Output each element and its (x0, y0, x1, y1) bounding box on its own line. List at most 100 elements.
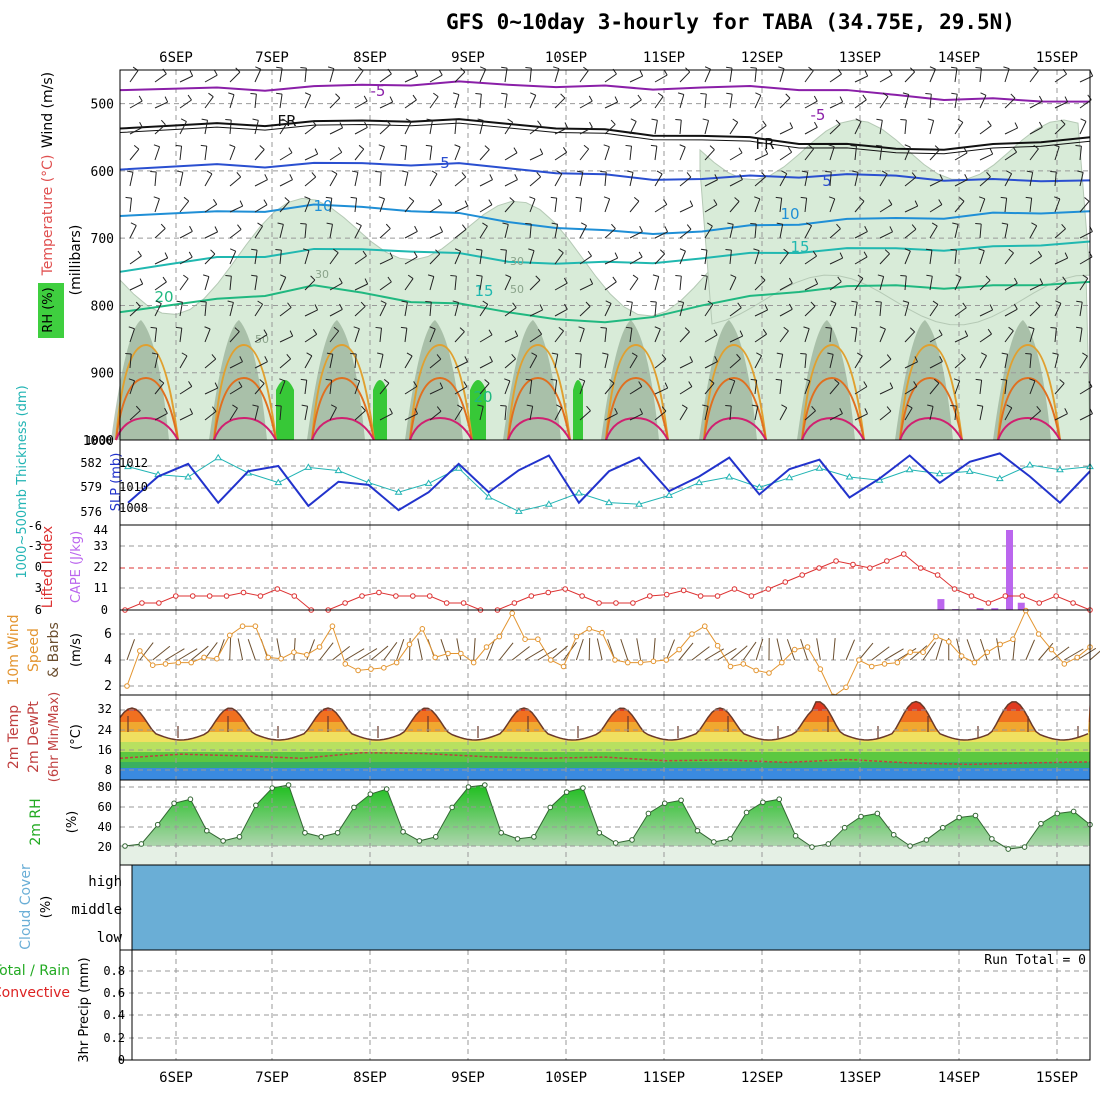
wind-speed-line-point (483, 644, 490, 650)
wind-barb (904, 176, 917, 187)
rh2m-line-point (727, 836, 733, 842)
wind-barb (764, 304, 769, 311)
wind-barb (550, 645, 568, 661)
wind-barb (804, 255, 817, 265)
wind-barb (439, 382, 444, 389)
rh2m-line-point (449, 804, 455, 811)
lifted-index-line-point (596, 600, 602, 606)
wind-barb (154, 382, 165, 395)
wind-barb (639, 408, 643, 415)
wind-barb (504, 406, 507, 421)
wind-barb (779, 198, 783, 213)
wind-barb (417, 638, 423, 661)
wind-barb (1031, 222, 1037, 227)
lifted-index-line-point (359, 593, 365, 599)
rh-shading-bright (276, 380, 294, 440)
wind-barb (339, 303, 343, 310)
temp-tick: 32 (98, 702, 112, 716)
lifted-index-line-point (460, 600, 467, 606)
wind-barb (779, 380, 783, 395)
thickness-line-point (514, 507, 523, 514)
wind-barb (287, 302, 292, 308)
wind-barb (329, 354, 334, 369)
wind-barb (664, 382, 669, 389)
wind-barb (879, 173, 888, 187)
wind-speed-line-point (920, 649, 926, 656)
wind-barb (550, 196, 557, 199)
wind-barb (854, 328, 858, 343)
wind-barb (779, 151, 792, 161)
wind-barb (279, 380, 286, 395)
wind-speed-line-point (1010, 636, 1016, 643)
wind-barb (1054, 281, 1067, 291)
wind-barb (959, 197, 965, 202)
wind-barb (507, 118, 513, 123)
wind-barb (835, 119, 841, 125)
wind-barb (464, 200, 469, 207)
wind-barb (229, 176, 242, 187)
wind-speed-line-point (881, 661, 888, 667)
wind-barb (1001, 352, 1008, 355)
wind-barb (576, 170, 583, 173)
wind-speed-line-point (458, 650, 464, 657)
wind-barb (963, 147, 968, 154)
wind-barb (884, 648, 904, 661)
date-tick-top: 11SEP (643, 50, 685, 66)
thickness-line-point (755, 483, 764, 490)
thickness-line-point (484, 493, 493, 500)
wind-barb (129, 172, 134, 187)
wind-speed-line-point (894, 659, 901, 666)
wind-barb (1079, 355, 1088, 369)
wind-barb (558, 326, 564, 332)
wind-barb (380, 300, 387, 304)
wind-barb (164, 252, 169, 259)
wind-barb (610, 119, 616, 125)
wind-barb (854, 99, 867, 109)
wind-barb (909, 645, 928, 661)
wind-barb (319, 642, 334, 661)
rh-tick: 40 (98, 820, 112, 834)
lifted-index-line-point (951, 586, 958, 592)
wind-barb (229, 407, 238, 421)
wind-barb (254, 250, 258, 265)
wind-barb (479, 276, 483, 291)
wind-barb (804, 172, 809, 187)
wind-barb (679, 94, 685, 109)
wind-barb (855, 118, 862, 122)
wind-barb (537, 328, 543, 335)
wind-barb (454, 144, 461, 148)
wind-barb (400, 326, 407, 329)
wind-barb (454, 386, 468, 395)
wind-barb (929, 406, 934, 421)
wind-barb (254, 69, 262, 83)
wind-barb (154, 198, 160, 213)
wind-barb (379, 354, 384, 369)
wind-speed-line-point (239, 623, 246, 630)
date-tick-top: 14SEP (938, 50, 980, 66)
wind-barb (214, 226, 219, 233)
wind-barb (404, 99, 417, 109)
wind-barb (678, 642, 694, 661)
wind-barb (154, 354, 159, 369)
wind-barb (929, 382, 940, 395)
wind-barb (454, 250, 462, 265)
wind-barb (529, 250, 535, 265)
contour-label: 10 (780, 205, 799, 223)
wind-barb (1006, 404, 1013, 409)
wind-barb (1079, 278, 1089, 291)
wind-barb (379, 73, 392, 83)
wind-barb (755, 638, 764, 661)
wind-barb (979, 309, 993, 317)
wind-barb (886, 406, 892, 412)
cape-tick: 11 (94, 581, 108, 595)
rh2m-line-point (580, 785, 586, 791)
wind-barb (962, 302, 967, 309)
wind-barb (288, 147, 293, 154)
wind-barb (626, 300, 633, 303)
wind-barb (1010, 93, 1016, 99)
wind-barb (1079, 99, 1092, 109)
rh2m-line-point (203, 827, 210, 834)
wind-barb (560, 93, 566, 99)
wind-barb (762, 328, 768, 335)
